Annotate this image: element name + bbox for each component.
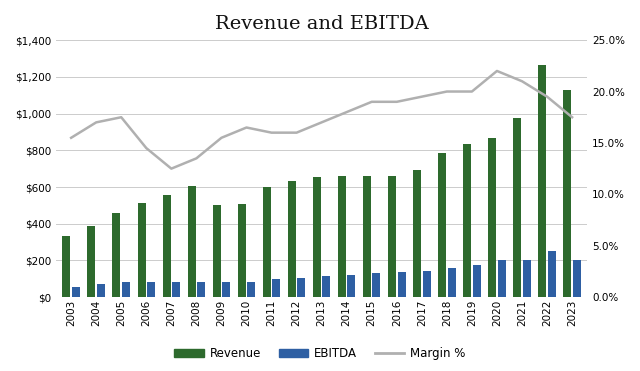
Bar — [122, 282, 130, 297]
Bar — [88, 226, 95, 297]
Bar — [463, 144, 471, 297]
Bar — [363, 176, 371, 297]
Bar — [447, 268, 456, 297]
Margin % — [268, 131, 275, 135]
Margin % — [393, 99, 401, 104]
Bar — [62, 236, 70, 297]
Bar — [197, 282, 205, 297]
Bar — [498, 260, 506, 297]
Margin % — [292, 131, 300, 135]
Bar — [263, 187, 271, 297]
Margin % — [418, 95, 426, 99]
Margin % — [243, 125, 250, 130]
Bar — [72, 287, 80, 297]
Bar — [523, 260, 531, 297]
Bar — [272, 279, 280, 297]
Bar — [313, 177, 321, 297]
Bar — [172, 282, 180, 297]
Bar — [563, 90, 572, 297]
Bar — [513, 118, 521, 297]
Bar — [413, 170, 421, 297]
Bar — [188, 186, 196, 297]
Bar — [138, 203, 145, 297]
Bar — [97, 284, 105, 297]
Bar — [573, 260, 581, 297]
Bar — [288, 181, 296, 297]
Margin % — [368, 99, 376, 104]
Bar — [247, 282, 255, 297]
Bar — [538, 65, 547, 297]
Margin % — [443, 89, 451, 94]
Bar — [147, 282, 155, 297]
Bar — [163, 195, 171, 297]
Bar — [348, 275, 355, 297]
Bar — [473, 265, 481, 297]
Bar — [422, 272, 431, 297]
Margin % — [468, 89, 476, 94]
Margin % — [318, 120, 326, 125]
Margin % — [193, 156, 200, 161]
Margin % — [518, 79, 526, 83]
Bar — [113, 213, 120, 297]
Bar — [212, 206, 221, 297]
Margin % — [117, 115, 125, 119]
Margin % — [493, 69, 501, 73]
Margin % — [343, 110, 351, 114]
Bar — [323, 276, 330, 297]
Line: Margin %: Margin % — [71, 71, 572, 169]
Margin % — [67, 135, 75, 140]
Bar — [222, 282, 230, 297]
Bar — [438, 153, 446, 297]
Bar — [548, 251, 556, 297]
Bar — [372, 273, 381, 297]
Margin % — [218, 135, 225, 140]
Bar — [298, 278, 305, 297]
Margin % — [568, 115, 576, 119]
Bar — [397, 272, 406, 297]
Bar — [237, 204, 246, 297]
Legend: Revenue, EBITDA, Margin %: Revenue, EBITDA, Margin % — [170, 343, 470, 365]
Margin % — [543, 95, 551, 99]
Margin % — [143, 146, 150, 150]
Margin % — [168, 167, 175, 171]
Bar — [488, 138, 496, 297]
Bar — [338, 176, 346, 297]
Title: Revenue and EBITDA: Revenue and EBITDA — [215, 15, 429, 33]
Margin % — [92, 120, 100, 125]
Bar — [388, 176, 396, 297]
